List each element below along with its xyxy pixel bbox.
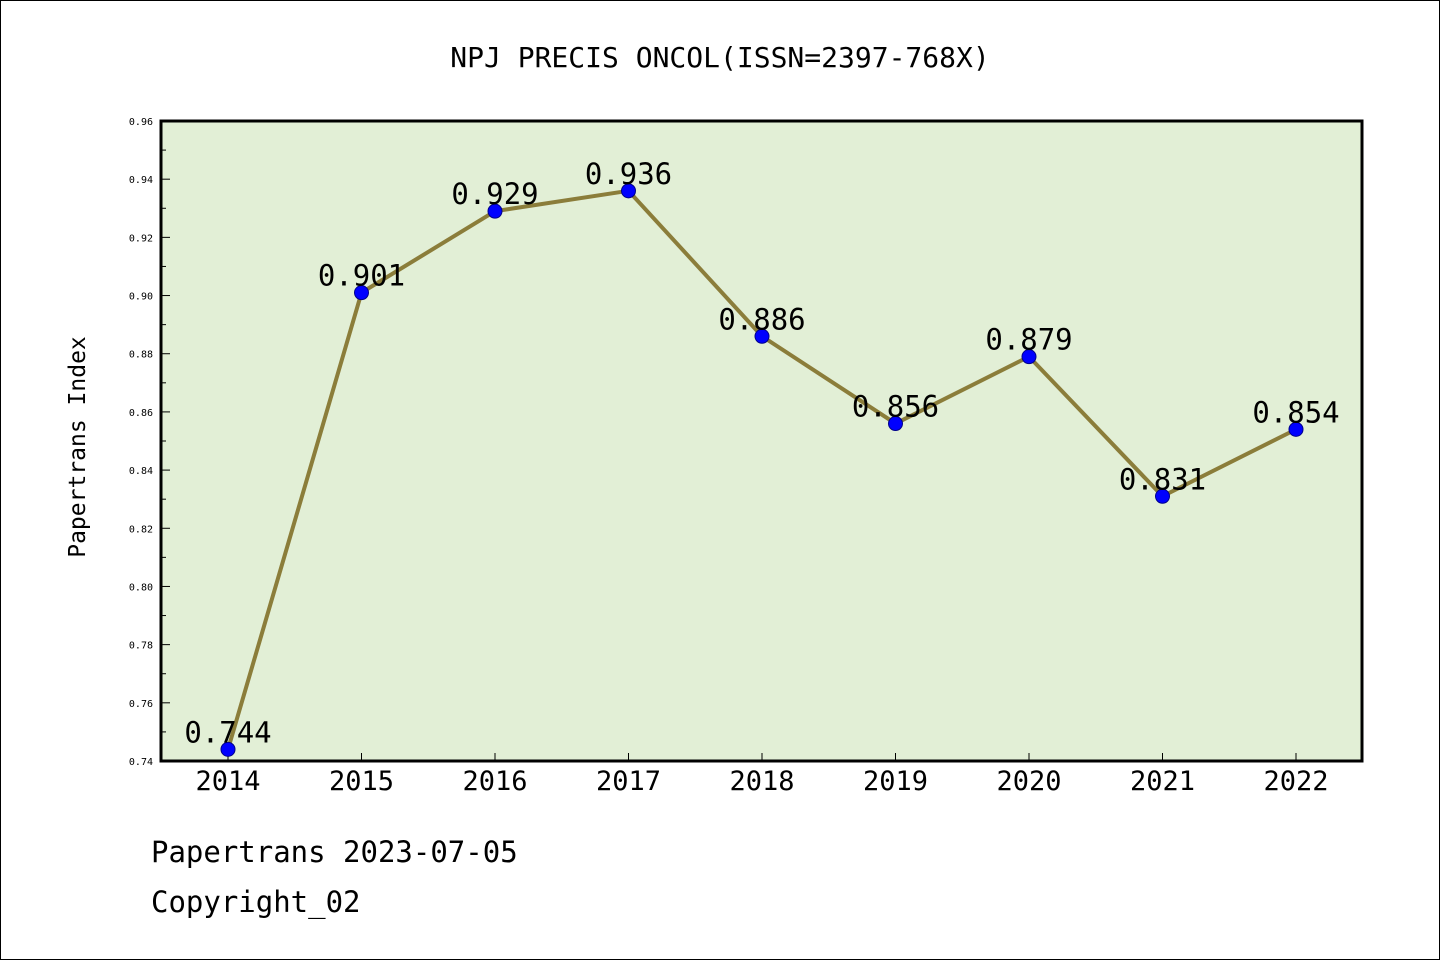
data-point [1021,349,1037,365]
data-label: 0.929 [451,177,538,211]
data-point [754,328,770,344]
x-tick-label: 2016 [462,766,527,797]
x-tick-label: 2019 [863,766,928,797]
x-tick-label: 2017 [596,766,661,797]
data-label: 0.831 [1119,462,1206,496]
x-tick-label: 2020 [996,766,1061,797]
series-group [220,183,1304,757]
plot-border [159,119,1364,763]
y-tick-label: 0.92 [129,233,153,244]
x-tick-label: 2018 [729,766,794,797]
data-point [487,203,503,219]
data-point [220,741,236,757]
data-point [1288,421,1304,437]
chart-title: NPJ PRECIS ONCOL(ISSN=2397-768X) [450,41,989,74]
data-label: 0.744 [184,715,271,749]
plot-area [161,121,1362,761]
y-tick-label: 0.88 [129,350,153,361]
y-tick-label: 0.84 [129,466,153,477]
data-point [354,285,369,301]
x-tick-label: 2021 [1130,766,1195,797]
x-axis-ticks: 2014 2015 2016 2017 2018 2019 2020 2021 2022 [195,753,1329,797]
data-labels: 0.744 0.901 0.929 0.936 0.886 0.856 0.879 0.831… [184,157,1339,750]
data-point [888,416,903,432]
footer-date: Papertrans 2023-07-05 [151,835,518,869]
y-tick-label: 0.94 [129,175,153,186]
footer-copyright: Copyright_02 [151,885,361,919]
y-axis-ticks: 0.74 0.76 0.78 0.80 0.82 0.84 0.86 0.88 0.90 0.92… [129,117,170,768]
y-tick-label: 0.76 [129,699,153,710]
x-tick-label: 2022 [1263,766,1328,797]
data-label: 0.879 [985,323,1072,357]
y-tick-label: 0.90 [129,292,153,303]
data-point [1155,488,1170,504]
data-label: 0.901 [318,259,405,293]
y-tick-label: 0.80 [129,582,153,593]
data-label: 0.886 [718,302,805,336]
x-tick-label: 2015 [329,766,394,797]
x-tick-label: 2014 [195,766,260,797]
data-point [621,183,636,199]
y-axis-label: Papertrans Index [65,336,91,558]
data-label: 0.936 [585,157,672,191]
y-tick-label: 0.82 [129,524,153,535]
data-label: 0.856 [852,390,939,424]
y-tick-label: 0.74 [129,757,153,768]
y-tick-label: 0.78 [129,641,153,652]
y-tick-label: 0.86 [129,408,153,419]
data-label: 0.854 [1252,395,1339,429]
y-tick-label: 0.96 [129,117,153,128]
